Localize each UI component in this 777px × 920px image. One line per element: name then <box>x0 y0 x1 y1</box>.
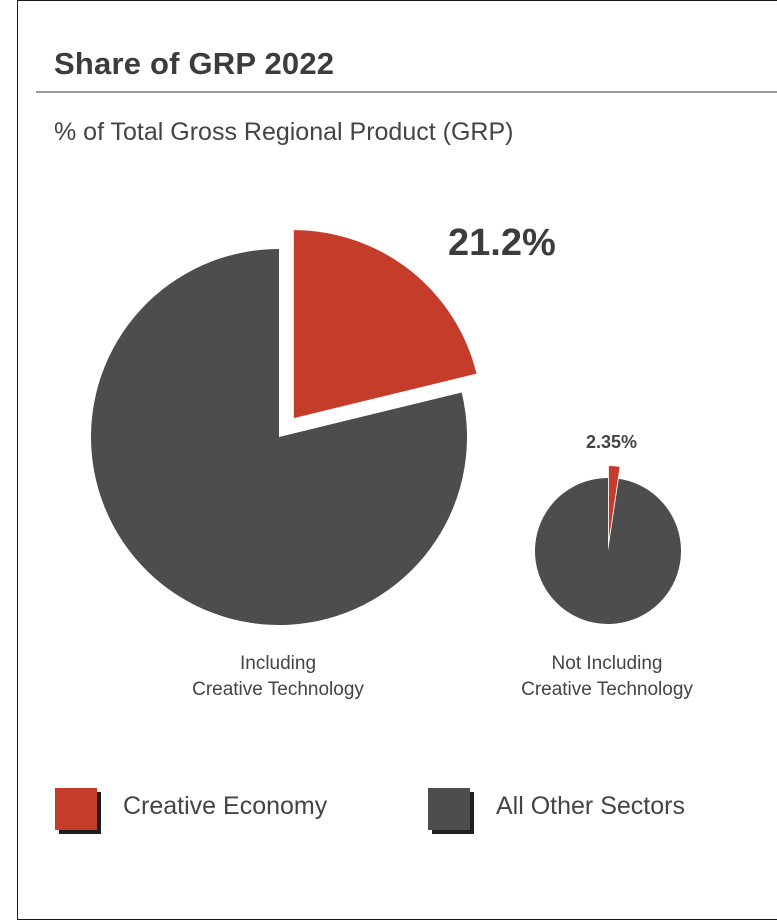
legend-item-creative-economy: Creative Economy <box>55 788 385 838</box>
legend-label-creative: Creative Economy <box>123 792 328 820</box>
pie-small-slice-creative-economy <box>608 466 620 540</box>
legend-item-all-other-sectors: All Other Sectors <box>428 788 758 838</box>
pie-small-value-label: 2.35% <box>586 432 638 452</box>
chart-subtitle: % of Total Gross Regional Product (GRP) <box>54 118 514 146</box>
pie-large-caption: Including Creative Technology <box>192 653 364 700</box>
title-divider <box>36 91 777 93</box>
pie-small-slice-all-other-sectors <box>535 478 682 625</box>
legend-swatch-other <box>428 788 470 830</box>
pie-small-caption: Not Including Creative Technology <box>521 653 693 700</box>
legend-swatch-creative <box>55 788 97 830</box>
pie-large-slice-creative-economy <box>293 230 477 419</box>
legend-label-other: All Other Sectors <box>496 792 685 820</box>
chart-title: Share of GRP 2022 <box>54 46 335 81</box>
pie-large-slice-all-other-sectors <box>90 249 467 625</box>
pie-large-value-label: 21.2% <box>448 222 556 264</box>
